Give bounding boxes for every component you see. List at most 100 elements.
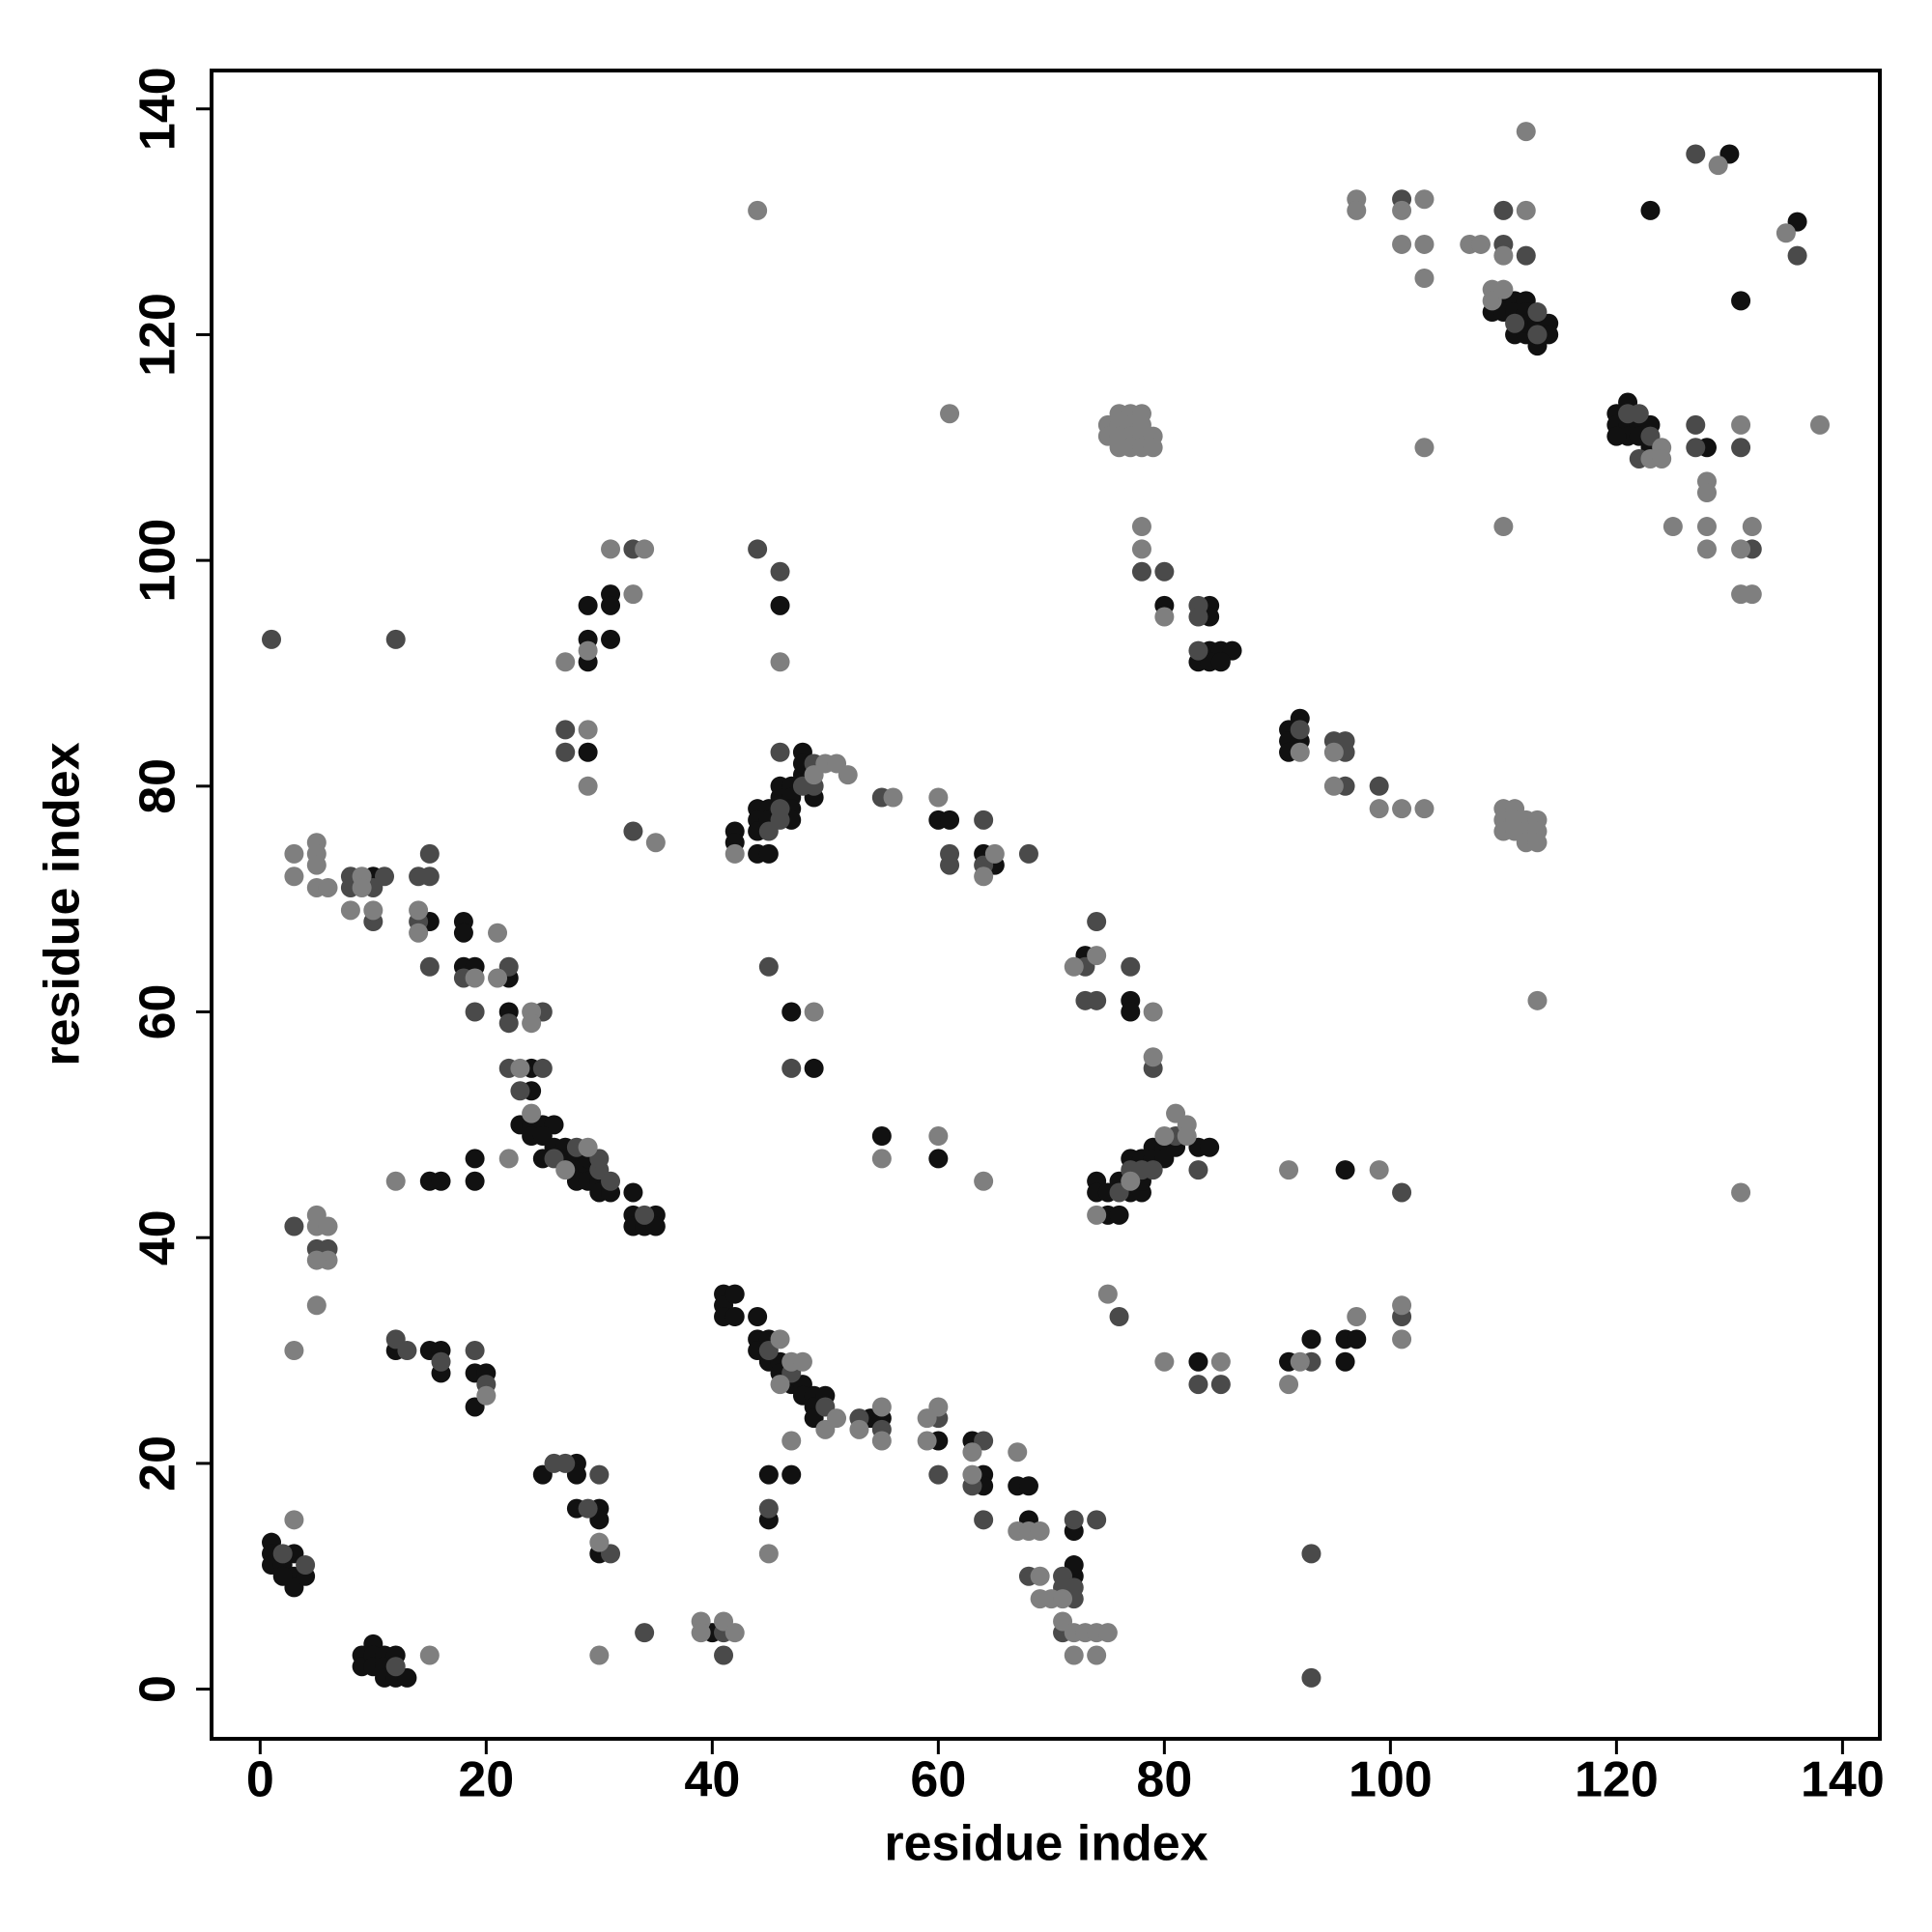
point [578, 776, 598, 796]
point [871, 1397, 892, 1417]
point [1369, 1160, 1389, 1180]
point [781, 1431, 802, 1451]
point [984, 843, 1005, 864]
point [1527, 302, 1548, 323]
point [453, 923, 473, 943]
point [849, 1419, 869, 1439]
point [974, 1510, 994, 1530]
point [488, 923, 508, 943]
point [532, 1058, 553, 1078]
point [1154, 1126, 1175, 1147]
point [871, 1431, 892, 1451]
point [296, 1555, 316, 1576]
point [306, 1295, 327, 1316]
point [758, 821, 779, 841]
point [510, 1058, 530, 1078]
point [589, 1645, 610, 1665]
point [1347, 1329, 1367, 1350]
point [1392, 200, 1412, 220]
point [1516, 122, 1536, 142]
point [928, 787, 949, 808]
point [770, 1329, 790, 1350]
point [928, 1149, 949, 1169]
point [476, 1385, 497, 1406]
point [578, 1137, 598, 1157]
point [465, 1171, 485, 1191]
point [465, 1002, 485, 1022]
point [1018, 1476, 1038, 1496]
y-tick-label: 80 [130, 758, 186, 814]
point [1347, 1306, 1367, 1326]
point [758, 1544, 779, 1564]
point [940, 404, 960, 424]
point [917, 1408, 937, 1429]
point [409, 923, 429, 943]
point [1708, 156, 1728, 176]
point [1131, 561, 1151, 582]
y-tick-label: 40 [130, 1209, 186, 1265]
y-tick-label: 60 [130, 984, 186, 1040]
point [1527, 833, 1548, 853]
point [1008, 1442, 1028, 1463]
point [1210, 652, 1231, 672]
point [306, 855, 327, 875]
point [1188, 1375, 1208, 1395]
point [623, 584, 643, 605]
point [555, 652, 576, 672]
point [917, 1431, 937, 1451]
point [871, 1149, 892, 1169]
point [1109, 1205, 1129, 1225]
point [284, 1341, 304, 1361]
point [928, 1126, 949, 1147]
point [1087, 1645, 1107, 1665]
point [1731, 414, 1751, 435]
point [1742, 584, 1762, 605]
point [363, 900, 384, 921]
x-tick-label: 0 [246, 1752, 274, 1808]
point [431, 1171, 451, 1191]
point [1087, 990, 1107, 1010]
point [1143, 1160, 1163, 1180]
point [748, 200, 768, 220]
point [1392, 799, 1412, 819]
point [601, 629, 621, 649]
point [804, 1002, 824, 1022]
point [375, 867, 395, 887]
point [1606, 426, 1627, 446]
point [748, 1306, 768, 1326]
point [522, 1013, 542, 1034]
y-tick-label: 0 [130, 1675, 186, 1703]
point [578, 742, 598, 762]
point [838, 765, 858, 785]
point [871, 1126, 892, 1147]
point [758, 956, 779, 977]
point [792, 1351, 812, 1372]
point [758, 843, 779, 864]
point [1121, 1002, 1141, 1022]
plot-frame [210, 69, 1882, 1741]
point [578, 1498, 598, 1519]
point [974, 810, 994, 830]
point [1787, 245, 1807, 266]
point [262, 629, 282, 649]
point [1640, 200, 1661, 220]
point [1696, 483, 1717, 503]
point [1301, 1667, 1321, 1688]
point [555, 742, 576, 762]
point [1686, 414, 1706, 435]
point [1030, 1566, 1050, 1586]
point [1064, 1645, 1084, 1665]
point [1493, 517, 1514, 537]
point [555, 720, 576, 740]
point [1121, 1171, 1141, 1191]
point [1414, 268, 1435, 288]
y-tick-label: 20 [130, 1435, 186, 1492]
x-tick-label: 20 [458, 1752, 514, 1808]
point [1662, 517, 1683, 537]
point [1809, 414, 1830, 435]
point [1109, 1306, 1129, 1326]
point [1392, 1295, 1412, 1316]
point [781, 1058, 802, 1078]
point [1505, 313, 1525, 333]
point [962, 1464, 982, 1485]
